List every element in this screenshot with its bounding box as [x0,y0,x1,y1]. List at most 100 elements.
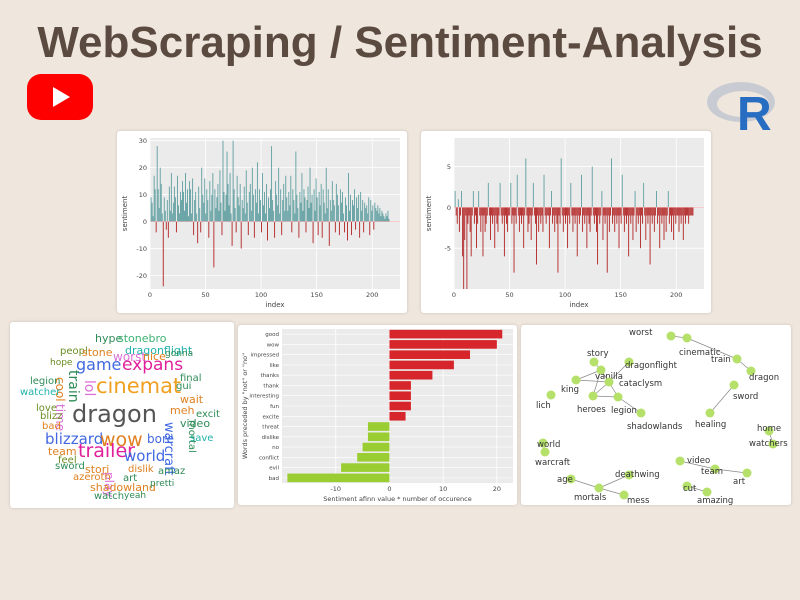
network-edge [686,337,738,360]
network-node [619,490,629,500]
chart1-y-tick-label: -20 [136,272,147,280]
negation-bar-chart: -10 0 10 20 good wow impressed like thanks thank i… [241,329,513,503]
chart1-y-tick-label: 0 [143,218,147,226]
network-node [624,357,634,367]
wordcloud-word: art [123,473,138,484]
network-node-label: amazing [697,496,733,505]
network-node-label: video [687,456,710,466]
network-node-label: vanilla [595,372,623,382]
youtube-play-icon [53,87,70,107]
wordcloud-word: excit [196,409,220,420]
network-node [666,331,676,341]
wordcloud-word: game [76,355,122,374]
chart3-x-tick-label: 20 [493,485,501,493]
wordcloud-word: peopl [60,346,88,357]
network-node [613,392,623,402]
network-node [764,426,774,436]
network-node-label: cinematic [679,348,721,358]
chart3-category-label: good [265,332,279,338]
network-node-label: story [587,349,609,359]
wordcloud-word: amaz [158,466,186,477]
page-title: WebScraping / Sentiment-Analysis [37,18,763,67]
wordcloud-word: nice [143,350,166,363]
chart3-bar [389,381,411,390]
network-node-label: dragonflight [625,361,678,371]
network-node-label: legion [611,406,637,416]
chart3-category-label: threat [262,425,280,431]
wordcloud-word: meh [170,404,195,417]
chart2-x-tick-label: 200 [670,291,682,299]
network-node-label: team [701,467,723,477]
wordcloud-word: dragon [72,400,157,428]
network-node-label: lich [536,401,551,411]
network-node-label: shadowlands [627,422,683,432]
network-node-label: warcraft [535,458,571,468]
chart3-category-label: like [270,363,280,369]
network-node [588,391,598,401]
wordcloud-word: team [48,445,77,458]
network-edge [570,478,600,489]
chart3-category-label: thank [263,383,279,389]
chart2-x-tick-label: 50 [505,291,513,299]
network-node-label: heroes [577,405,606,415]
network-node [571,375,581,385]
network-edge [617,396,642,414]
wordcloud-word: final [180,373,202,384]
network-edge [598,474,630,489]
chart3-category-label: conflict [259,455,280,461]
network-node [746,366,756,376]
network-edge [709,384,735,414]
chart3-bar [389,401,411,411]
chart2-y-tick-label: -5 [445,245,451,253]
chart-panel-sentiment-1: -20 -10 0 10 20 30 0 50 100 150 200 index sentiment [117,131,407,313]
chart3-category-label: thanks [260,373,279,379]
wordcloud-word: legion [30,376,61,387]
network-node [705,408,715,418]
chart1-y-axis-label: sentiment [121,196,129,232]
network-node [604,377,614,387]
network-node-label: king [561,385,579,395]
chart2-y-tick-label: 5 [447,163,451,171]
network-node-label: mess [627,496,650,505]
network-node-label: dragon [749,373,779,383]
chart3-category-label: dislike [262,435,280,441]
wordcloud-word: stori [85,463,110,476]
r-logo-letter: R [737,88,772,136]
r-logo: R [707,82,775,136]
network-node-label: cut [683,484,697,494]
network-node [636,408,646,418]
chart3-bar [389,350,471,359]
youtube-logo [27,74,93,120]
network-node-label: watchers [749,439,788,449]
wordcloud-word: world [124,447,166,465]
network-node [742,468,752,478]
network-node-label: world [537,440,560,450]
network-node-label: age [557,475,573,485]
wordcloud-word: bore [147,432,175,446]
wordcloud-word: dislik [128,464,154,475]
wordcloud-word: watch [94,491,125,502]
chart3-bar [287,473,390,483]
chart1-x-tick-label: 150 [310,291,322,299]
wordcloud-word: lol [81,380,97,397]
chart2-x-tick-label: 150 [614,291,626,299]
network-node [710,464,720,474]
wordcloud-word: save [190,433,214,444]
chart1-y-tick-label: 30 [139,137,147,145]
chart2-x-tick-label: 100 [559,291,571,299]
network-node [596,365,606,375]
network-edge [592,369,602,397]
chart3-y-axis-label: Words preceded by "not" or "no" [241,353,249,459]
network-edge [714,468,748,474]
network-node [538,438,548,448]
chart1-x-tick-label: 100 [255,291,267,299]
network-edge [575,379,610,383]
wordcloud-word: gui [176,381,192,392]
wordcloud-word: wow [100,429,143,451]
chart1-x-tick-label: 50 [201,291,209,299]
wordcloud-word: cinemat [96,374,182,398]
chart3-category-label: bad [269,476,279,482]
chart3-bar [389,360,454,370]
wordcloud-word: blizz [40,411,63,422]
network-node-label: sword [733,392,758,402]
